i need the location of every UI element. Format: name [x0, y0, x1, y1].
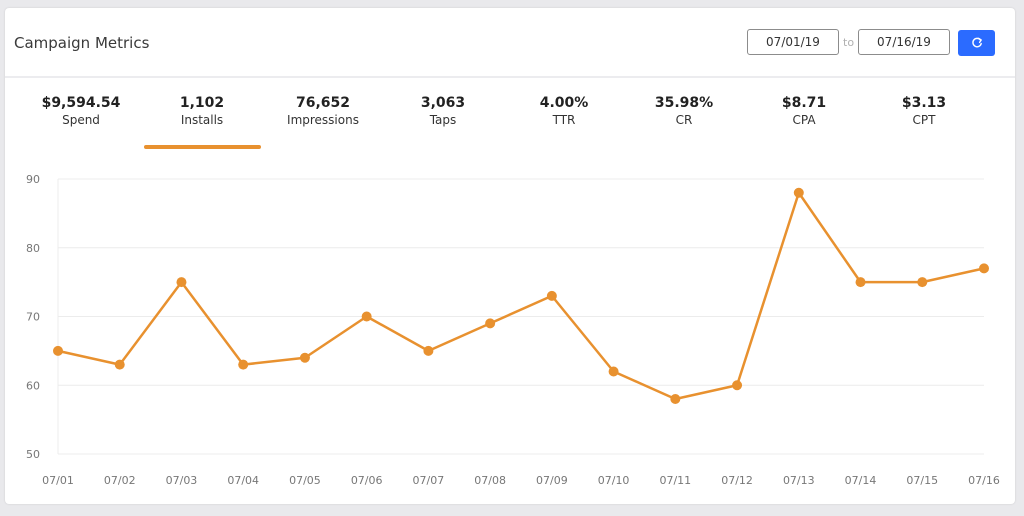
- header-divider: [5, 76, 1015, 78]
- metric-label: Taps: [429, 113, 457, 127]
- metric-label: CPA: [792, 113, 816, 127]
- metrics-tabs: $9,594.54 Spend 1,102 Installs 76,652 Im…: [5, 88, 1015, 158]
- x-tick-label: 07/02: [104, 474, 136, 487]
- x-tick-label: 07/16: [968, 474, 1000, 487]
- data-point: [732, 380, 743, 391]
- data-point: [53, 345, 63, 356]
- metric-value: 1,102: [179, 95, 225, 111]
- metric-tab-cr[interactable]: 35.98% CR: [624, 94, 744, 128]
- metric-value: $9,594.54: [41, 95, 121, 111]
- metric-label: Spend: [62, 113, 100, 127]
- x-tick-label: 07/13: [783, 474, 815, 487]
- metric-label: CR: [675, 113, 693, 127]
- x-tick-label: 07/14: [845, 474, 877, 487]
- metric-label: Installs: [180, 113, 224, 127]
- installs-series-line: [57, 191, 985, 401]
- data-point: [855, 277, 866, 288]
- metric-label: Impressions: [287, 113, 359, 127]
- metric-value: 4.00%: [539, 95, 589, 111]
- data-point: [546, 290, 557, 301]
- metric-tab-spend[interactable]: $9,594.54 Spend: [21, 94, 141, 128]
- data-point: [114, 359, 125, 370]
- campaign-metrics-card: Campaign Metrics to $9,594.54 Spend 1,10…: [5, 8, 1015, 504]
- start-date-input[interactable]: [747, 29, 839, 55]
- y-tick-label: 80: [26, 242, 40, 255]
- metric-value: $8.71: [781, 95, 827, 111]
- x-tick-label: 07/03: [166, 474, 198, 487]
- x-tick-label: 07/08: [474, 474, 506, 487]
- metric-tab-cpt[interactable]: $3.13 CPT: [864, 94, 984, 128]
- metric-tab-taps[interactable]: 3,063 Taps: [383, 94, 503, 128]
- data-point: [793, 187, 804, 198]
- data-point: [917, 277, 928, 288]
- x-tick-label: 07/05: [289, 474, 321, 487]
- data-point: [176, 277, 187, 288]
- metric-label: TTR: [552, 113, 576, 127]
- end-date-input[interactable]: [858, 29, 950, 55]
- data-point: [423, 345, 434, 356]
- metric-tab-cpa[interactable]: $8.71 CPA: [744, 94, 864, 128]
- data-point: [670, 394, 681, 404]
- metric-label: CPT: [912, 113, 936, 127]
- y-tick-label: 70: [26, 311, 40, 324]
- data-point: [238, 359, 249, 370]
- metric-tab-installs[interactable]: 1,102 Installs: [142, 94, 262, 128]
- metric-value: 35.98%: [654, 95, 714, 111]
- x-tick-label: 07/06: [351, 474, 383, 487]
- x-tick-label: 07/12: [721, 474, 753, 487]
- x-tick-label: 07/09: [536, 474, 568, 487]
- x-tick-label: 07/04: [227, 474, 259, 487]
- metric-tab-ttr[interactable]: 4.00% TTR: [504, 94, 624, 128]
- selected-metric-indicator: [144, 145, 261, 149]
- data-point: [979, 263, 989, 274]
- x-tick-label: 07/11: [659, 474, 691, 487]
- y-tick-label: 50: [26, 448, 40, 461]
- page-title: Campaign Metrics: [14, 34, 150, 52]
- date-range-to-label: to: [843, 36, 855, 49]
- metric-tab-impressions[interactable]: 76,652 Impressions: [263, 94, 383, 128]
- x-tick-label: 07/10: [598, 474, 630, 487]
- refresh-icon: [971, 37, 982, 48]
- x-tick-label: 07/01: [42, 474, 74, 487]
- data-point: [485, 318, 496, 329]
- data-point: [299, 352, 310, 363]
- x-tick-label: 07/07: [413, 474, 445, 487]
- card-header: Campaign Metrics to: [5, 8, 1015, 76]
- metric-value: $3.13: [901, 95, 947, 111]
- data-point: [608, 366, 619, 377]
- metric-value: 3,063: [420, 95, 466, 111]
- y-tick-label: 60: [26, 379, 40, 392]
- data-point: [361, 311, 372, 322]
- x-tick-label: 07/15: [906, 474, 938, 487]
- metric-value: 76,652: [295, 95, 351, 111]
- y-tick-label: 90: [26, 173, 40, 186]
- refresh-button[interactable]: [958, 30, 995, 56]
